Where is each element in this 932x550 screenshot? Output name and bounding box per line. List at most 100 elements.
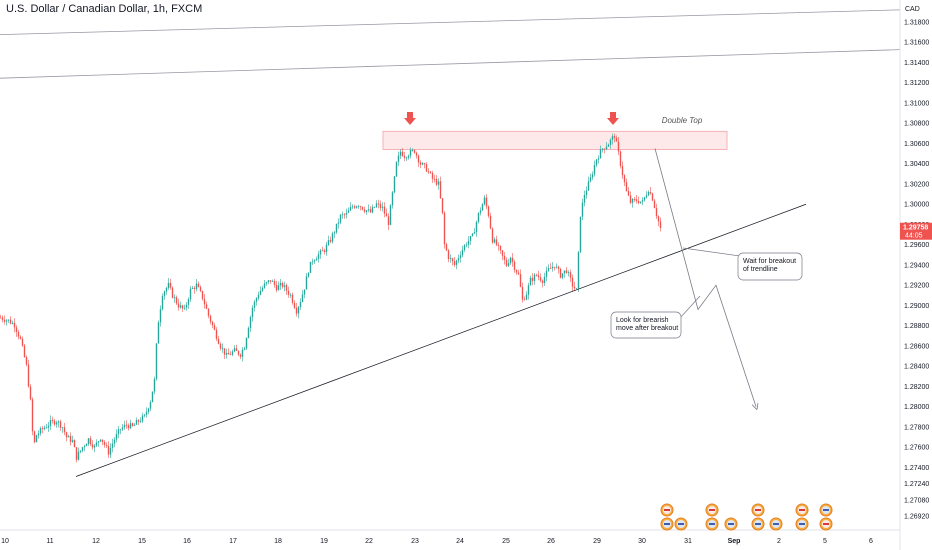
candle-body	[397, 155, 400, 162]
candle-body	[209, 315, 212, 322]
candle-body	[623, 175, 626, 183]
candle-body	[451, 258, 454, 262]
candle-body	[539, 277, 542, 281]
candle-body	[639, 201, 642, 204]
event-flag-stripe	[823, 523, 829, 525]
candle-body	[657, 216, 660, 222]
candle-body	[367, 209, 370, 211]
time-axis[interactable]: 10 11 12 15 16 17 18 19 22 23 24 25 26 29 30 31 Sep 2 5 6	[0, 529, 900, 545]
candle-body	[481, 204, 484, 211]
candle-body	[1, 317, 4, 320]
candle-body	[285, 285, 288, 291]
candle-body	[195, 283, 198, 290]
candle-body	[551, 266, 554, 269]
candle-body	[477, 212, 480, 222]
candle-body	[249, 317, 252, 329]
time-tick: 26	[547, 538, 555, 545]
candle-body	[653, 200, 656, 209]
candle-body	[559, 268, 562, 278]
candle-body	[347, 210, 350, 213]
candle-body	[393, 176, 396, 193]
candle-body	[413, 149, 416, 153]
candle-body	[395, 161, 398, 177]
candle-body	[121, 427, 124, 430]
candle-body	[123, 424, 126, 428]
candle-body	[441, 198, 444, 213]
candle-body	[105, 445, 108, 446]
candle-body	[415, 152, 418, 156]
candle-body	[631, 199, 634, 203]
resistance-zone: Double Top	[382, 112, 728, 150]
economic-events[interactable]	[660, 503, 833, 531]
candle-body	[31, 399, 34, 432]
candle-body	[383, 206, 386, 214]
candle-body	[489, 215, 492, 229]
candle-body	[609, 139, 612, 145]
price-tick: 1.28600	[904, 343, 929, 350]
time-tick: 19	[320, 538, 328, 545]
candle-body	[287, 290, 290, 295]
candle-body	[321, 250, 324, 252]
candle-body	[293, 302, 296, 308]
candle-body	[247, 328, 250, 338]
candle-body	[571, 277, 574, 287]
time-tick: 12	[92, 538, 100, 545]
candle-body	[115, 433, 118, 440]
candle-body	[515, 269, 518, 273]
candle-body	[311, 261, 314, 263]
price-tick: 1.27600	[904, 445, 929, 452]
candle-body	[35, 435, 38, 443]
event-flag-stripe	[664, 523, 670, 525]
candle-body	[203, 298, 206, 305]
candle-body	[143, 414, 146, 416]
candle-body	[145, 411, 148, 415]
countdown: 44:05	[905, 233, 923, 240]
candle-body	[221, 348, 224, 350]
candle-body	[3, 319, 6, 322]
price-tick: 1.30800	[904, 121, 929, 128]
candle-body	[361, 206, 364, 210]
candle-body	[313, 260, 316, 262]
candle-body	[295, 307, 298, 314]
candle-body	[281, 283, 284, 287]
candle-body	[579, 216, 582, 253]
candle-body	[255, 298, 258, 302]
note-bearish-line-2: move after breakout	[616, 325, 678, 332]
candle-body	[641, 200, 644, 202]
price-axis[interactable]: CAD 1.31800 1.31600 1.31400 1.31200 1.31000 1.…	[899, 0, 932, 550]
candle-body	[273, 281, 276, 285]
candle-body	[387, 216, 390, 225]
candle-body	[257, 294, 260, 299]
time-tick: 15	[138, 538, 146, 545]
candle-body	[177, 303, 180, 308]
event-flag-stripe	[709, 523, 715, 525]
candle-body	[103, 442, 106, 446]
candle-body	[497, 244, 500, 246]
candle-body	[117, 429, 120, 434]
candle-body	[473, 232, 476, 234]
candle-body	[47, 425, 50, 428]
candle-body	[633, 199, 636, 200]
candle-body	[485, 197, 488, 207]
candle-body	[77, 451, 80, 460]
candle-body	[67, 435, 70, 438]
candle-body	[87, 438, 90, 444]
note-breakout-line-2: of trendline	[743, 266, 778, 273]
candle-body	[591, 174, 594, 178]
candle-body	[349, 207, 352, 211]
candle-body	[445, 244, 448, 251]
event-flag-stripe	[823, 509, 829, 511]
price-tick: 1.30400	[904, 161, 929, 168]
candle-body	[511, 257, 514, 262]
price-tick: 1.30200	[904, 181, 929, 188]
event-flag-stripe	[664, 509, 670, 511]
candle-body	[309, 261, 312, 273]
event-flag-stripe	[755, 509, 761, 511]
candle-body	[417, 155, 420, 163]
candle-body	[607, 144, 610, 147]
candle-body	[229, 354, 232, 356]
price-tick: 1.29400	[904, 262, 929, 269]
time-tick: 6	[869, 538, 873, 545]
candle-body	[453, 261, 456, 265]
